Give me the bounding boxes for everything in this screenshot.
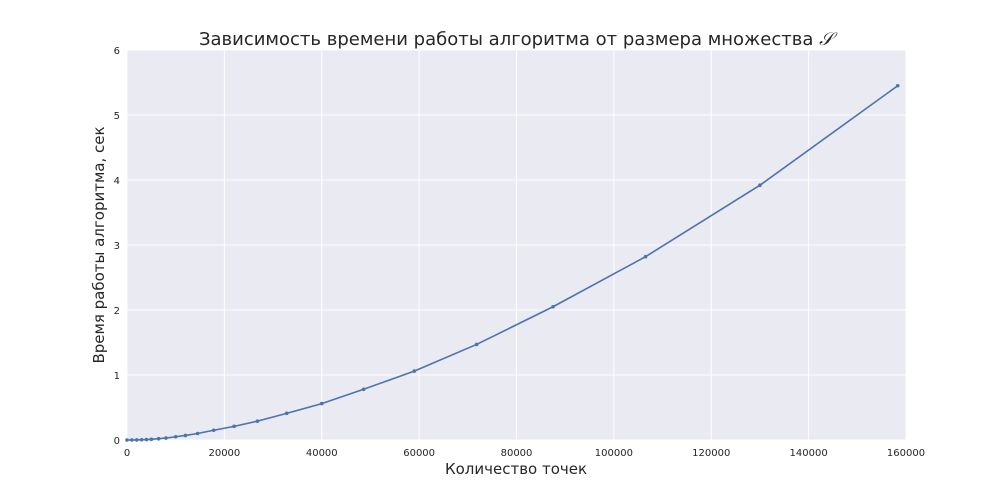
data-point xyxy=(474,342,479,347)
data-point xyxy=(319,401,324,406)
grid xyxy=(126,49,907,441)
data-point xyxy=(156,436,161,441)
y-tick-label: 0 xyxy=(114,436,120,447)
x-tick-label: 80000 xyxy=(501,448,533,459)
data-point xyxy=(173,434,178,439)
data-point xyxy=(130,438,134,442)
data-point xyxy=(412,369,417,373)
data-point xyxy=(125,438,129,442)
data-point xyxy=(284,411,289,416)
x-tick-label: 120000 xyxy=(692,448,730,459)
data-point xyxy=(144,437,149,442)
data-point xyxy=(211,428,216,433)
y-axis-ticks: 0 1 2 3 4 5 6 xyxy=(114,46,120,447)
x-tick-label: 0 xyxy=(124,448,130,459)
data-point xyxy=(164,436,168,440)
chart-title: Зависимость времени работы алгоритма от … xyxy=(199,29,838,50)
data-point xyxy=(361,387,366,392)
chart-title-symbol: 𝒮 xyxy=(819,29,838,50)
y-tick-label: 6 xyxy=(114,46,120,57)
data-point xyxy=(232,424,236,429)
x-tick-label: 20000 xyxy=(208,448,240,459)
chart-title-text: Зависимость времени работы алгоритма от … xyxy=(199,29,813,50)
data-point xyxy=(134,438,139,442)
data-point xyxy=(149,437,154,442)
y-tick-label: 2 xyxy=(114,306,120,317)
data-point xyxy=(895,83,900,88)
data-point xyxy=(758,183,762,187)
x-tick-label: 60000 xyxy=(403,448,435,459)
data-point xyxy=(551,304,555,309)
data-point xyxy=(183,433,188,438)
x-axis-ticks: 0 20000 40000 60000 80000 100000 120000 140000 1… xyxy=(124,448,925,459)
x-tick-label: 100000 xyxy=(595,448,633,459)
x-tick-label: 160000 xyxy=(887,448,925,459)
y-tick-label: 4 xyxy=(114,176,120,187)
data-point xyxy=(139,437,144,442)
data-point xyxy=(643,254,648,259)
data-point xyxy=(255,419,260,423)
y-axis-label: Время работы алгоритма, сек xyxy=(90,126,108,363)
y-tick-label: 3 xyxy=(114,241,120,252)
data-point xyxy=(195,431,200,436)
series-layer xyxy=(125,83,900,442)
x-axis-label: Количество точек xyxy=(445,460,587,478)
y-tick-label: 1 xyxy=(114,371,120,382)
x-tick-label: 40000 xyxy=(306,448,338,459)
x-tick-label: 140000 xyxy=(790,448,828,459)
y-tick-label: 5 xyxy=(114,111,120,122)
